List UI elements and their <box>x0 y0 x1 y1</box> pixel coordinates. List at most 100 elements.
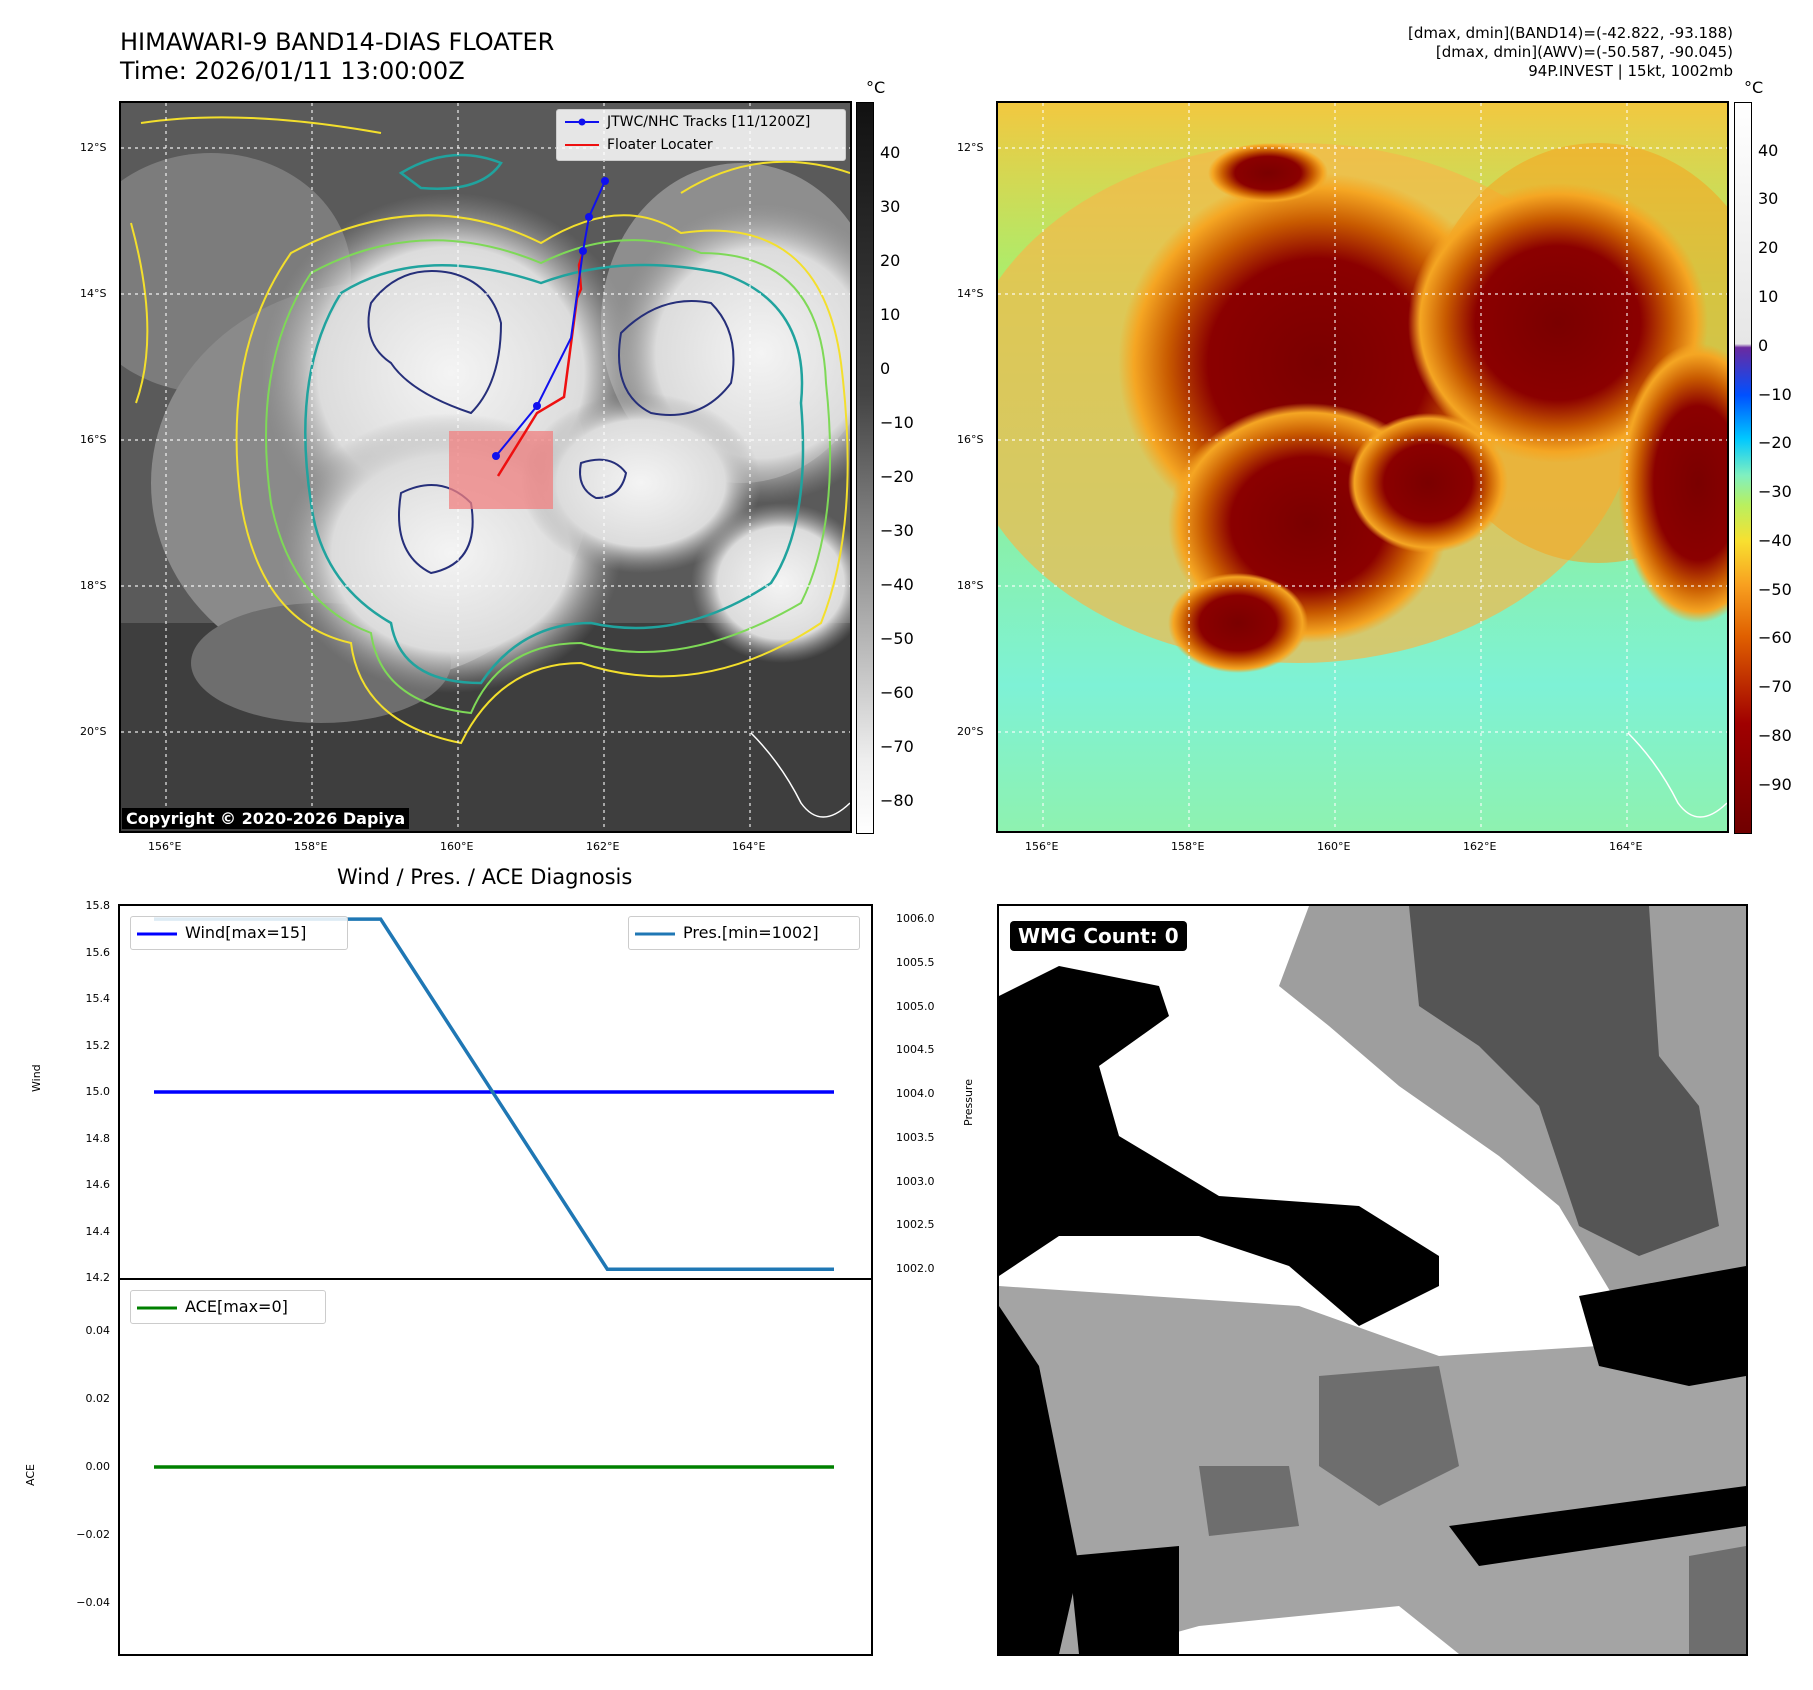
pressure-tick-label: 1002.5 <box>896 1218 935 1232</box>
lon-label: 158°E <box>1171 840 1205 853</box>
cb-tick: −30 <box>880 521 914 540</box>
lon-label: 164°E <box>732 840 766 853</box>
pressure-tick-label: 1002.0 <box>896 1262 935 1276</box>
stats-block: [dmax, dmin](BAND14)=(-42.822, -93.188) … <box>1408 24 1733 81</box>
cb-tick: −50 <box>1758 580 1792 599</box>
cb-tick: 30 <box>880 197 901 216</box>
cb-tick: −10 <box>1758 385 1792 404</box>
lat-label: 12°S <box>80 141 107 154</box>
cb-tick: 30 <box>1758 189 1779 208</box>
ace-tick-label: 0.00 <box>85 1460 111 1473</box>
cb-tick: 0 <box>1758 336 1769 355</box>
awv-map-panel <box>996 101 1729 833</box>
pressure-tick-label: 1005.5 <box>896 955 935 969</box>
cb-tick: −40 <box>880 575 914 594</box>
legend-floater-label: Floater Locater <box>607 137 713 153</box>
main-title: HIMAWARI-9 BAND14-DIAS FLOATER <box>120 28 555 56</box>
ace-panel: ACE[max=0] <box>118 1278 873 1656</box>
lon-label: 158°E <box>294 840 328 853</box>
track-legend: JTWC/NHC Tracks [11/1200Z] Floater Locat… <box>556 109 846 161</box>
title-block: HIMAWARI-9 BAND14-DIAS FLOATER Time: 202… <box>120 28 554 86</box>
lat-label: 20°S <box>957 725 984 738</box>
cb-tick: −10 <box>880 413 914 432</box>
lon-label: 156°E <box>148 840 182 853</box>
wind-pres-plot <box>154 917 834 1271</box>
wind-tick-label: 14.8 <box>85 1131 111 1145</box>
wmg-count-badge: WMG Count: 0 <box>1010 921 1187 951</box>
wind-tick-label: 14.4 <box>85 1224 111 1238</box>
cb-tick: −70 <box>880 737 914 756</box>
ace-tick-label: −0.02 <box>76 1528 110 1541</box>
cb-tick: −80 <box>880 791 914 810</box>
pressure-tick-label: 1003.5 <box>896 1130 935 1144</box>
cb-tick: 40 <box>880 143 901 162</box>
cb-tick: 20 <box>880 251 901 270</box>
cb-tick: −80 <box>1758 726 1792 745</box>
ir-map-panel: JTWC/NHC Tracks [11/1200Z] Floater Locat… <box>119 101 852 833</box>
ace-tick-label: 0.04 <box>85 1324 111 1337</box>
cb-tick: −70 <box>1758 677 1792 696</box>
ace-tick-label: −0.04 <box>76 1596 110 1609</box>
cb-tick: 20 <box>1758 238 1779 257</box>
wind-tick-label: 14.6 <box>85 1178 111 1191</box>
cb-tick: −30 <box>1758 482 1792 501</box>
lat-label: 16°S <box>80 433 107 446</box>
lat-label: 12°S <box>957 141 984 154</box>
timestamp: Time: 2026/01/11 13:00:00Z <box>120 57 465 85</box>
pressure-tick-label: 1004.0 <box>896 1087 935 1101</box>
pressure-tick-label: 1004.5 <box>896 1043 935 1057</box>
legend-tracks-label: JTWC/NHC Tracks [11/1200Z] <box>607 114 811 130</box>
pressure-tick-label: 1003.0 <box>896 1174 935 1188</box>
ace-legend: ACE[max=0] <box>130 1290 326 1324</box>
pressure-tick-label: 1006.0 <box>896 912 935 926</box>
cb-tick: −60 <box>880 683 914 702</box>
lon-label: 164°E <box>1609 840 1643 853</box>
wind-tick-label: 15.2 <box>85 1038 111 1052</box>
diagnosis-title: Wind / Pres. / ACE Diagnosis <box>337 865 633 889</box>
floater-legend-line <box>565 144 599 146</box>
gray-colorbar <box>856 102 874 834</box>
cb-tick: −20 <box>880 467 914 486</box>
lat-label: 14°S <box>80 287 107 300</box>
ir-map <box>121 103 850 831</box>
wmg-panel <box>997 904 1748 1656</box>
lat-label: 16°S <box>957 433 984 446</box>
lat-label: 20°S <box>80 725 107 738</box>
pressure-axis-label: Pressure <box>962 1079 975 1126</box>
wind-tick-label: 15.0 <box>85 1085 111 1098</box>
cb-tick: 0 <box>880 359 891 378</box>
awv-stats: [dmax, dmin](AWV)=(-50.587, -90.045) <box>1435 43 1733 61</box>
cb-tick: 10 <box>880 305 901 324</box>
lat-label: 18°S <box>957 579 984 592</box>
band14-stats: [dmax, dmin](BAND14)=(-42.822, -93.188) <box>1408 24 1733 42</box>
lon-label: 160°E <box>1317 840 1351 853</box>
ace-tick-label: 0.02 <box>85 1392 111 1405</box>
wind-tick-label: 15.8 <box>85 899 111 912</box>
lat-label: 18°S <box>80 579 107 592</box>
cb-tick: −40 <box>1758 531 1792 550</box>
ace-plot <box>154 1465 834 1469</box>
color-colorbar-unit: °C <box>1744 78 1764 97</box>
cb-tick: −20 <box>1758 433 1792 452</box>
lat-label: 14°S <box>957 287 984 300</box>
gray-colorbar-unit: °C <box>866 78 886 97</box>
color-colorbar <box>1734 102 1752 834</box>
wmg-map <box>999 906 1746 1654</box>
wind-legend-line <box>137 932 177 935</box>
wind-axis-label: Wind <box>30 1064 43 1092</box>
cb-tick: 40 <box>1758 141 1779 160</box>
cb-tick: 10 <box>1758 287 1779 306</box>
storm-info: 94P.INVEST | 15kt, 1002mb <box>1528 62 1733 80</box>
wind-tick-label: 15.4 <box>85 992 111 1005</box>
lon-label: 162°E <box>1463 840 1497 853</box>
ace-legend-label: ACE[max=0] <box>185 1297 288 1316</box>
lon-label: 162°E <box>586 840 620 853</box>
pressure-tick-label: 1005.0 <box>896 999 935 1013</box>
pressure-series-line <box>154 917 834 1271</box>
copyright: Copyright © 2020-2026 Dapiya <box>122 808 410 829</box>
wind-tick-label: 14.2 <box>85 1271 111 1284</box>
wind-legend: Wind[max=15] <box>130 916 348 950</box>
lon-label: 156°E <box>1025 840 1059 853</box>
jtwc-track <box>495 180 606 457</box>
wind-legend-label: Wind[max=15] <box>185 923 307 942</box>
